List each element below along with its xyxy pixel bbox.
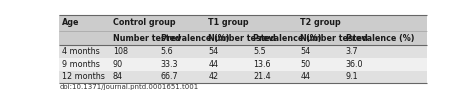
- Text: Prevalence (%): Prevalence (%): [161, 34, 229, 43]
- Text: 54: 54: [209, 47, 219, 56]
- Text: 13.6: 13.6: [253, 60, 271, 69]
- Text: 5.6: 5.6: [161, 47, 173, 56]
- Text: doi:10.1371/journal.pntd.0001651.t001: doi:10.1371/journal.pntd.0001651.t001: [59, 84, 199, 90]
- Bar: [59, 71, 427, 83]
- Bar: [59, 31, 427, 45]
- Text: Age: Age: [62, 18, 80, 27]
- Text: Control group: Control group: [113, 18, 175, 27]
- Text: 21.4: 21.4: [253, 72, 271, 81]
- Text: 44: 44: [300, 72, 310, 81]
- Text: 44: 44: [209, 60, 219, 69]
- Text: 9 months: 9 months: [62, 60, 100, 69]
- Text: Prevalence (%): Prevalence (%): [253, 34, 322, 43]
- Text: Number tested: Number tested: [113, 34, 181, 43]
- Text: 50: 50: [300, 60, 310, 69]
- Text: 66.7: 66.7: [161, 72, 178, 81]
- Text: 5.5: 5.5: [253, 47, 266, 56]
- Text: 108: 108: [113, 47, 128, 56]
- Bar: [59, 15, 427, 31]
- Text: 9.1: 9.1: [346, 72, 358, 81]
- Text: T2 group: T2 group: [300, 18, 341, 27]
- Text: 36.0: 36.0: [346, 60, 363, 69]
- Bar: [59, 45, 427, 58]
- Bar: [59, 58, 427, 71]
- Text: 84: 84: [113, 72, 123, 81]
- Text: 3.7: 3.7: [346, 47, 358, 56]
- Text: 4 months: 4 months: [62, 47, 100, 56]
- Text: 90: 90: [113, 60, 123, 69]
- Text: 54: 54: [300, 47, 310, 56]
- Text: Number tested: Number tested: [209, 34, 276, 43]
- Text: 12 months: 12 months: [62, 72, 105, 81]
- Text: Number tested: Number tested: [300, 34, 368, 43]
- Text: 33.3: 33.3: [161, 60, 178, 69]
- Text: 42: 42: [209, 72, 219, 81]
- Text: Prevalence (%): Prevalence (%): [346, 34, 414, 43]
- Text: T1 group: T1 group: [209, 18, 249, 27]
